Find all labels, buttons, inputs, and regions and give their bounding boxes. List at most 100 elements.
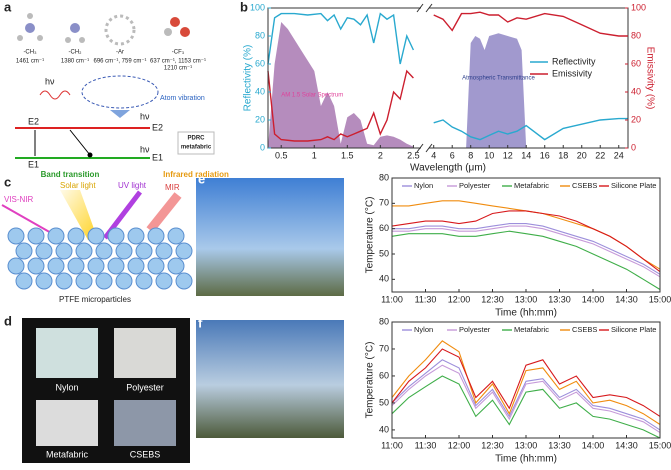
- legend-label: Metafabric: [514, 181, 549, 190]
- panel-a: a -CH₃ -CH₂ -Ar -CF₃ 1461 cm⁻¹ 1380 cm⁻¹…: [4, 0, 229, 179]
- x-axis-title: Time (hh:mm): [495, 308, 557, 319]
- x-tick-label: 13:30: [548, 294, 571, 304]
- e1: E1: [152, 152, 163, 162]
- sample-label: Polyester: [126, 382, 164, 392]
- particle: [27, 227, 45, 245]
- area: [268, 22, 414, 148]
- particle: [47, 257, 65, 275]
- x-tick-label: 1.5: [341, 150, 354, 160]
- particle: [67, 257, 85, 275]
- x-tick-label: 0.5: [275, 150, 288, 160]
- x-axis-title: Wavelength (μm): [410, 163, 486, 174]
- arrow: [110, 110, 130, 118]
- particle: [87, 227, 105, 245]
- solar-beam: [60, 190, 98, 240]
- x-tick-label: 14:30: [615, 294, 638, 304]
- panel-label: d: [4, 313, 12, 328]
- wavenumber: 637 cm⁻¹, 1153 cm⁻¹: [150, 59, 206, 65]
- x-tick-label: 12:00: [448, 440, 471, 450]
- particles-label: PTFE microparticles: [59, 295, 131, 304]
- y-tick-label: 20: [255, 114, 265, 124]
- y-axis-title: Temperature (°C): [365, 342, 376, 419]
- legend-label: Emissivity: [552, 68, 592, 78]
- series-line: [392, 225, 661, 278]
- particle: [95, 242, 113, 260]
- fabric-box: [177, 131, 215, 155]
- hv: hν: [140, 144, 150, 154]
- particle: [55, 272, 73, 290]
- particle: [35, 272, 53, 290]
- pdrc-label: PDRC: [187, 136, 205, 142]
- x-tick-label: 12:30: [481, 294, 504, 304]
- y2-tick-label: 100: [631, 2, 646, 12]
- wavenumber: 1461 cm⁻¹: [16, 59, 44, 65]
- series-line: [267, 69, 414, 142]
- wavenumber: 696 cm⁻¹, 759 cm⁻¹: [93, 59, 146, 65]
- y-tick-label: 70: [379, 343, 389, 353]
- legend-label: Silicone Plate: [611, 325, 656, 334]
- panel-label: a: [4, 0, 12, 14]
- vibration-ellipse: [81, 75, 159, 109]
- x-tick-label: 13:00: [515, 294, 538, 304]
- x-tick-label: 2: [378, 150, 383, 160]
- particle: [47, 227, 65, 245]
- sample: [36, 328, 98, 378]
- particle: [67, 227, 85, 245]
- x-tick-label: 14:00: [582, 440, 605, 450]
- infrared-label: Infrared radiation: [163, 170, 229, 179]
- hv: hν: [45, 76, 55, 86]
- particle: [27, 257, 45, 275]
- charts: b AM 1.5 Solar Spectrum Atmospheric Transm…: [198, 0, 671, 465]
- x-tick-label: 11:30: [415, 294, 437, 304]
- panel-label: f: [198, 315, 203, 330]
- plot-frame: [391, 177, 661, 293]
- legend-label: CSEBS: [572, 181, 597, 190]
- group-label: -Ar: [116, 50, 124, 56]
- series-line: [391, 340, 661, 425]
- wavenumber: 1210 cm⁻¹: [164, 66, 192, 72]
- particle: [127, 257, 145, 275]
- particle: [15, 272, 33, 290]
- particle: [35, 242, 53, 260]
- y-tick-label: 40: [255, 86, 265, 96]
- electron: [87, 152, 93, 158]
- particle: [147, 257, 165, 275]
- plot-frame: [267, 7, 629, 149]
- series-line: [433, 11, 628, 37]
- y-tick-label: 50: [379, 248, 389, 258]
- plot-frame: [391, 321, 661, 439]
- particle: [135, 242, 153, 260]
- hv: hν: [140, 111, 150, 121]
- particle: [95, 272, 113, 290]
- wavenumber: 1380 cm⁻¹: [61, 59, 89, 65]
- sample: [114, 400, 176, 446]
- particle: [167, 227, 185, 245]
- x-tick-label: 18: [558, 150, 568, 160]
- y-tick-label: 0: [260, 142, 265, 152]
- particles: [7, 227, 193, 290]
- panel-d: d Nylon Polyester Metafabric CSEBS: [4, 313, 190, 463]
- y-tick-label: 50: [379, 397, 389, 407]
- arrow: [69, 129, 91, 156]
- sample: [114, 328, 176, 378]
- e2: E2: [152, 122, 163, 132]
- particle: [75, 272, 93, 290]
- y-tick-label: 80: [379, 172, 389, 182]
- series-line: [391, 364, 661, 434]
- particle: [87, 257, 105, 275]
- particle: [107, 257, 125, 275]
- legend-label: Reflectivity: [552, 56, 596, 66]
- x-tick-label: 15:00: [649, 294, 671, 304]
- legend-label: Polyester: [459, 181, 491, 190]
- x-tick-label: 12:00: [448, 294, 471, 304]
- legend-label: Metafabric: [514, 325, 549, 334]
- molecules: [17, 13, 190, 46]
- x-tick-label: 11:00: [381, 440, 403, 450]
- x-tick-label: 10: [484, 150, 494, 160]
- x-tick-label: 13:00: [515, 440, 538, 450]
- group-label: -CH₂: [69, 50, 83, 56]
- x-tick-label: 6: [450, 150, 455, 160]
- group-label: -CF₃: [172, 50, 185, 56]
- series-line: [392, 223, 661, 275]
- atom-vibration: Atom vibration: [160, 95, 205, 102]
